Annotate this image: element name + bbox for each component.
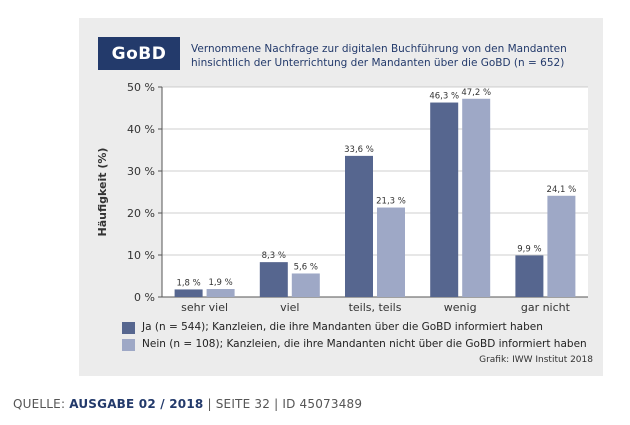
y-tick-label: 20 % (127, 207, 155, 220)
bar-ja (345, 155, 373, 297)
chart-title-line-1: Vernommene Nachfrage zur digitalen Buchf… (191, 43, 567, 55)
bar-ja (174, 289, 203, 297)
source-separator: | (203, 397, 216, 411)
x-tick-label: sehr viel (181, 301, 228, 314)
page-reference: SEITE 32 (215, 397, 271, 411)
bar-value-label: 1,9 % (208, 278, 232, 288)
bar-value-label: 1,8 % (176, 278, 200, 288)
bar-nein (462, 98, 491, 297)
y-axis-label: Häufigkeit (%) (96, 148, 109, 237)
source-prefix: QUELLE: (13, 397, 70, 411)
x-tick-label: wenig (444, 301, 477, 314)
bar-nein (377, 207, 405, 297)
y-tick-label: 10 % (127, 249, 155, 262)
bar-nein (291, 273, 320, 297)
legend-swatch-nein (122, 339, 135, 351)
bar-ja (259, 262, 288, 297)
bar-ja (515, 255, 544, 297)
bar-value-label: 5,6 % (294, 262, 318, 272)
y-tick-label: 0 % (134, 291, 155, 304)
bar-value-label: 33,6 % (344, 145, 374, 155)
bar-value-label: 47,2 % (461, 88, 491, 98)
bar-value-label: 21,3 % (376, 197, 406, 207)
bar-nein (547, 195, 576, 297)
x-tick-label: viel (280, 301, 299, 314)
document-id: ID 45073489 (282, 397, 363, 411)
legend-swatch-ja (122, 322, 135, 334)
bar-ja (430, 102, 459, 297)
bar-value-label: 24,1 % (547, 185, 577, 195)
gobd-badge: GoBD (98, 37, 180, 70)
source-line: QUELLE: AUSGABE 02 / 2018 | SEITE 32 | I… (13, 397, 362, 411)
bar-nein (206, 289, 235, 297)
x-tick-label: gar nicht (521, 301, 571, 314)
issue-link[interactable]: AUSGABE 02 / 2018 (69, 397, 204, 411)
y-tick-label: 40 % (127, 123, 155, 136)
y-tick-label: 50 % (127, 81, 155, 94)
chart-title-line-2: hinsichtlich der Unterrichtung der Manda… (191, 57, 565, 69)
legend-label-nein: Nein (n = 108); Kanzleien, die ihre Mand… (142, 338, 587, 350)
bar-value-label: 8,3 % (262, 251, 286, 261)
bar-value-label: 9,9 % (517, 244, 541, 254)
source-separator: | (270, 397, 283, 411)
chart-credit: Grafik: IWW Institut 2018 (479, 355, 593, 365)
legend-label-ja: Ja (n = 544); Kanzleien, die ihre Mandan… (142, 321, 543, 333)
y-tick-label: 30 % (127, 165, 155, 178)
x-tick-label: teils, teils (349, 301, 402, 314)
bar-value-label: 46,3 % (429, 92, 459, 102)
